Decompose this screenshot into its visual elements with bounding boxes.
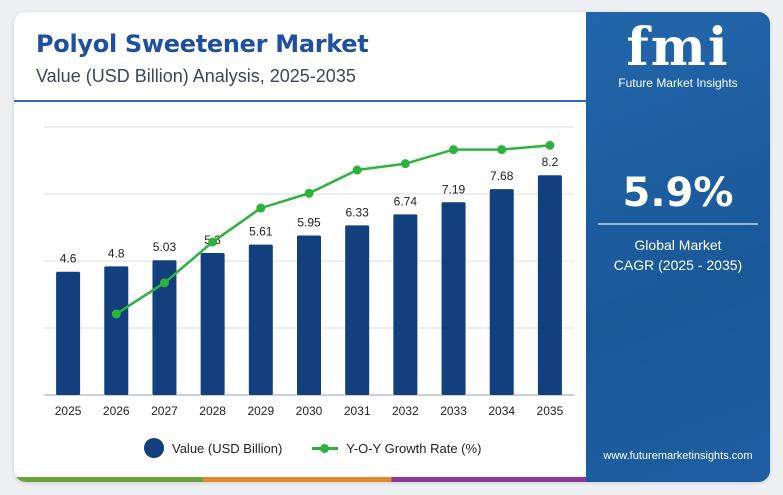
bar-line-chart: 4.64.85.035.35.615.956.336.747.197.688.2… xyxy=(44,126,574,418)
bar-2028 xyxy=(200,252,225,395)
bar-2029 xyxy=(248,244,273,395)
title-divider xyxy=(14,100,586,102)
growth-point-2030 xyxy=(304,188,314,198)
growth-point-2029 xyxy=(256,203,266,213)
growth-point-2027 xyxy=(159,278,169,288)
cagr-label: Global Market CAGR (2025 - 2035) xyxy=(586,235,770,275)
legend-item-growth: Y-O-Y Growth Rate (%) xyxy=(312,441,481,456)
x-tick-2035: 2035 xyxy=(537,404,564,418)
legend-item-value: Value (USD Billion) xyxy=(144,438,282,458)
bar-label-2026: 4.8 xyxy=(108,246,125,260)
x-tick-2025: 2025 xyxy=(55,404,82,418)
website-link[interactable]: www.futuremarketinsights.com xyxy=(603,450,753,462)
x-tick-2032: 2032 xyxy=(392,404,419,418)
chart-legend: Value (USD Billion) Y-O-Y Growth Rate (%… xyxy=(144,438,511,458)
bar-label-2025: 4.6 xyxy=(60,252,77,266)
growth-point-2026 xyxy=(111,309,121,319)
bar-2034 xyxy=(489,189,514,395)
x-tick-2029: 2029 xyxy=(247,404,274,418)
growth-line xyxy=(115,144,551,315)
bar-2030 xyxy=(297,235,321,395)
chart-title: Polyol Sweetener Market xyxy=(36,30,369,58)
growth-point-2032 xyxy=(400,159,410,169)
bar-2027 xyxy=(152,260,177,395)
legend-label-value: Value (USD Billion) xyxy=(172,440,283,456)
legend-bar-swatch xyxy=(144,438,164,458)
cagr-value: 5.9% xyxy=(622,170,734,216)
x-tick-2034: 2034 xyxy=(488,404,515,418)
bar-label-2034: 7.68 xyxy=(490,169,514,183)
cagr-label-line1: Global Market xyxy=(634,237,722,253)
infographic-card: Polyol Sweetener Market Value (USD Billi… xyxy=(14,12,770,482)
growth-point-2031 xyxy=(352,165,362,175)
bar-label-2032: 6.74 xyxy=(394,194,418,208)
growth-point-2033 xyxy=(449,145,459,155)
logo-subtext: Future Market Insights xyxy=(618,76,738,90)
bar-label-2031: 6.33 xyxy=(346,205,370,219)
bar-label-2035: 8.2 xyxy=(542,155,559,169)
x-tick-2026: 2026 xyxy=(103,404,130,418)
bar-label-2027: 5.03 xyxy=(153,240,177,254)
x-tick-2033: 2033 xyxy=(440,404,467,418)
cagr-label-line2: CAGR (2025 - 2035) xyxy=(613,257,743,273)
x-tick-2030: 2030 xyxy=(296,404,323,418)
x-tick-2031: 2031 xyxy=(344,404,371,418)
cagr-divider xyxy=(598,223,758,225)
bar-2031 xyxy=(345,225,370,395)
chart-subtitle: Value (USD Billion) Analysis, 2025-2035 xyxy=(36,66,356,86)
sidebar-panel: fmi Future Market Insights 5.9% Global M… xyxy=(586,12,770,482)
bar-label-2033: 7.19 xyxy=(442,182,466,196)
growth-point-2035 xyxy=(545,140,555,150)
bar-2032 xyxy=(393,214,418,395)
growth-point-2028 xyxy=(208,237,218,247)
bar-label-2030: 5.95 xyxy=(297,216,321,230)
legend-line-swatch xyxy=(312,443,339,453)
fmi-logo: fmi Future Market Insights xyxy=(586,17,770,91)
bar-2035 xyxy=(537,175,562,395)
bar-label-2029: 5.61 xyxy=(249,225,273,239)
bar-2033 xyxy=(441,202,466,395)
bar-2026 xyxy=(104,266,129,395)
growth-point-2034 xyxy=(497,145,507,155)
x-tick-2027: 2027 xyxy=(151,404,178,418)
logo-mark: fmi xyxy=(626,17,730,78)
legend-label-growth: Y-O-Y Growth Rate (%) xyxy=(346,440,482,456)
bottom-accent-bar xyxy=(14,477,586,482)
bar-2025 xyxy=(56,271,81,395)
x-tick-2028: 2028 xyxy=(199,404,226,418)
